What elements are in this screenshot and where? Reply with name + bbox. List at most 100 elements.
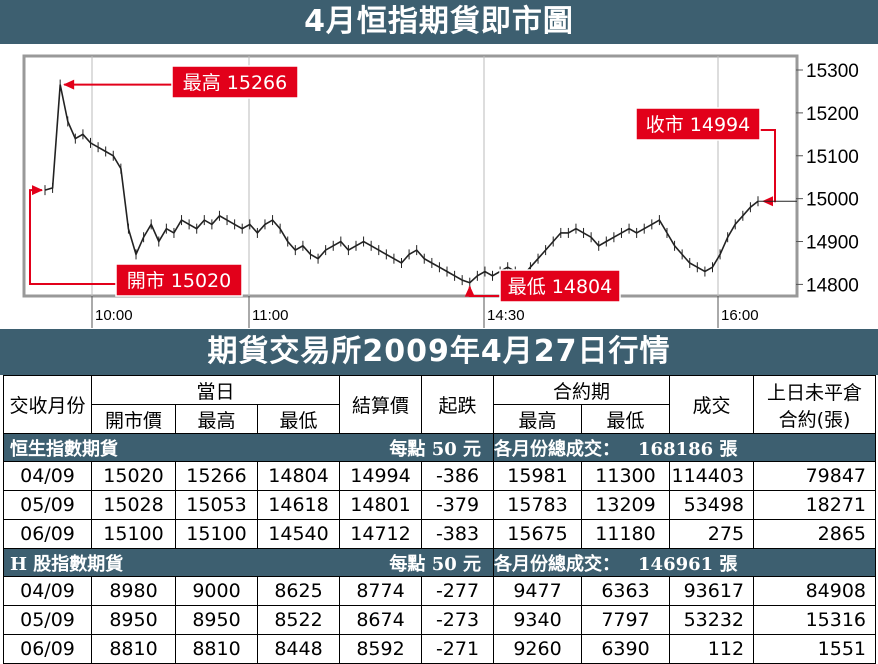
table-cell: 6390 — [581, 634, 671, 664]
open-label-text: 開市 15020 — [127, 270, 231, 292]
chart-svg: 10:00 11:00 14:30 16:00 15300 15200 15100 15000… — [22, 54, 859, 328]
table-cell: 15100 — [91, 519, 176, 549]
table-cell: 9340 — [493, 605, 583, 635]
header-open: 開市價 — [91, 404, 176, 434]
table-cell: 9260 — [493, 634, 583, 664]
table-cell: 275 — [669, 519, 755, 549]
table-cell: 14540 — [256, 519, 341, 549]
low-label-text: 最低 14804 — [508, 276, 612, 298]
table-cell: -383 — [421, 519, 495, 549]
table-cell: 14804 — [256, 461, 341, 491]
section-total-label: 各月份總成交： — [494, 438, 621, 460]
table-cell: -386 — [421, 461, 495, 491]
table-cell: 04/09 — [3, 576, 92, 606]
section-total-value: 168186 張 — [638, 438, 738, 460]
table-cell: 8980 — [91, 576, 176, 606]
header-contract: 合約期 — [493, 375, 671, 405]
table-row: 05/09 15028 15053 14618 14801 -379 15783 13209 5… — [3, 490, 877, 520]
open-arrow — [32, 185, 43, 196]
table-cell: 9000 — [175, 576, 258, 606]
header-change: 起跌 — [421, 375, 495, 434]
table-cell: 15100 — [175, 519, 258, 549]
high-arrow — [63, 79, 75, 90]
table-cell: 9477 — [493, 576, 583, 606]
x-tick-label: 16:00 — [721, 307, 759, 324]
section-unit: 每點 50 元 — [389, 553, 482, 575]
section-total: 各月份總成交： 168186 張 — [493, 433, 877, 462]
header-low: 最低 — [256, 404, 341, 434]
table-cell: 79847 — [753, 461, 877, 491]
table-row: 06/09 15100 15100 14540 14712 -383 15675 11180 2… — [3, 519, 877, 549]
plot-frame — [22, 54, 799, 298]
table-cell: 8448 — [256, 634, 341, 664]
table-cell: -273 — [421, 605, 495, 635]
intraday-chart: 10:00 11:00 14:30 16:00 15300 15200 15100 15000… — [0, 44, 878, 328]
table-cell: 8810 — [91, 634, 176, 664]
y-tick-label: 15000 — [806, 190, 859, 211]
table-cell: 15053 — [175, 490, 258, 520]
table-cell: 7797 — [581, 605, 671, 635]
section-header: 每點 50 元 H 股指數期貨 各月份總成交： 146961 張 — [2, 548, 877, 577]
x-tick-label: 14:30 — [487, 307, 525, 324]
y-tick-label: 14900 — [806, 233, 859, 254]
table-cell: 04/09 — [3, 461, 92, 491]
table-cell: 06/09 — [3, 634, 92, 664]
x-tick-label: 11:00 — [252, 307, 288, 324]
table-row: 06/09 8810 8810 8448 8592 -271 9260 6390 112 1551 — [3, 634, 877, 664]
table-cell: 8592 — [339, 634, 423, 664]
table-cell: 15266 — [175, 461, 258, 491]
table-cell: 06/09 — [3, 519, 92, 549]
high-label-text: 最高 15266 — [183, 72, 287, 94]
table-cell: -271 — [421, 634, 495, 664]
table-cell: 8674 — [339, 605, 423, 635]
section-info: 每點 50 元 H 股指數期貨 — [2, 548, 495, 577]
section-name: H 股指數期貨 — [10, 553, 124, 575]
table-cell: 11180 — [581, 519, 671, 549]
table-cell: 8950 — [175, 605, 258, 635]
header-row-1: 交收月份 當日 結算價 起跌 合約期 成交 上日未平倉 合約(張) — [3, 375, 877, 434]
header-oi-line1: 上日未平倉 — [767, 381, 863, 404]
table-cell: 15675 — [493, 519, 583, 549]
section-total-value: 146961 張 — [638, 553, 738, 575]
table-cell: 05/09 — [3, 490, 92, 520]
table-row: 04/09 8980 9000 8625 8774 -277 9477 6363 93617 84… — [3, 576, 877, 606]
table-cell: 14618 — [256, 490, 341, 520]
table-cell: 8522 — [256, 605, 341, 635]
table-cell: 14712 — [339, 519, 423, 549]
table-cell: 15783 — [493, 490, 583, 520]
table-cell: 93617 — [669, 576, 755, 606]
section-header: 每點 50 元 恒生指數期貨 各月份總成交： 168186 張 — [2, 433, 877, 462]
section-unit: 每點 50 元 — [389, 438, 482, 460]
table-cell: 84908 — [753, 576, 877, 606]
table-cell: 13209 — [581, 490, 671, 520]
y-tick-label: 15100 — [806, 147, 859, 168]
table-cell: 15020 — [91, 461, 176, 491]
table-cell: 8774 — [339, 576, 423, 606]
section-name: 恒生指數期貨 — [10, 438, 118, 460]
header-settle: 結算價 — [339, 375, 423, 434]
table-cell: -277 — [421, 576, 495, 606]
section-total: 各月份總成交： 146961 張 — [493, 548, 877, 577]
y-tick-label: 15300 — [806, 61, 859, 82]
chart-title: 4月恒指期貨即市圖 — [0, 0, 878, 44]
table-cell: 1551 — [753, 634, 877, 664]
table-cell: 6363 — [581, 576, 671, 606]
table-cell: 14801 — [339, 490, 423, 520]
high-label-box — [171, 65, 299, 99]
table-cell: 15316 — [753, 605, 877, 635]
open-label-box — [115, 263, 243, 297]
close-label-text: 收市 14994 — [646, 114, 750, 136]
table-cell: 53498 — [669, 490, 755, 520]
table-cell: 114403 — [669, 461, 755, 491]
table-cell: 15028 — [91, 490, 176, 520]
section-total-label: 各月份總成交： — [494, 553, 621, 575]
table-cell: 2865 — [753, 519, 877, 549]
table-cell: 112 — [669, 634, 755, 664]
table-title: 期貨交易所2009年4月27日行情 — [0, 329, 878, 375]
table-cell: 53232 — [669, 605, 755, 635]
table-cell: 8625 — [256, 576, 341, 606]
section-info: 每點 50 元 恒生指數期貨 — [2, 433, 495, 462]
table-cell: 8950 — [91, 605, 176, 635]
table-cell: 8810 — [175, 634, 258, 664]
low-label-box — [499, 269, 621, 303]
